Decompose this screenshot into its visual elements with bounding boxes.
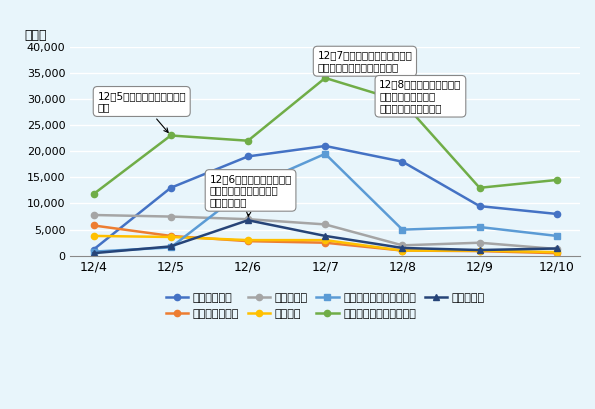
移民対策 <box>476 248 483 253</box>
Text: 12月6日、トランプ大統領
がエルサレムを首都と認
定すると発表: 12月6日、トランプ大統領 がエルサレムを首都と認 定すると発表 <box>209 174 292 216</box>
移民対策 <box>553 249 560 254</box>
カリフォルニア州山火事 <box>399 227 406 232</box>
ロシア疑惑 <box>322 222 329 227</box>
カリフォルニア州山火事 <box>476 225 483 229</box>
移民対策 <box>167 234 174 239</box>
米国第一主義 <box>553 211 560 216</box>
米国第一主義 <box>399 159 406 164</box>
ロシア疑惑 <box>476 240 483 245</box>
イスラエル <box>167 244 174 249</box>
ロシア疑惑 <box>90 213 97 218</box>
米国内経済政策 <box>476 249 483 254</box>
ロシア疑惑 <box>245 217 252 222</box>
米国第一主義 <box>476 204 483 209</box>
Line: セクシャルハラスメント: セクシャルハラスメント <box>90 75 560 197</box>
米国内経済政策 <box>245 239 252 244</box>
Line: 米国第一主義: 米国第一主義 <box>90 143 560 253</box>
イスラエル <box>399 245 406 250</box>
イスラエル <box>476 247 483 252</box>
米国第一主義 <box>245 154 252 159</box>
イスラエル <box>553 246 560 251</box>
カリフォルニア州山火事 <box>322 151 329 156</box>
移民対策 <box>90 234 97 238</box>
イスラエル <box>90 251 97 256</box>
米国内経済政策 <box>167 234 174 238</box>
カリフォルニア州山火事 <box>90 249 97 254</box>
Line: ロシア疑惑: ロシア疑惑 <box>90 212 560 252</box>
米国内経済政策 <box>399 248 406 253</box>
カリフォルニア州山火事 <box>167 245 174 250</box>
セクシャルハラスメント <box>399 99 406 104</box>
セクシャルハラスメント <box>322 76 329 81</box>
セクシャルハラスメント <box>167 133 174 138</box>
米国第一主義 <box>322 144 329 148</box>
Text: 12月7日、フランケン議員が数
週間以内に辞任の意向を表明: 12月7日、フランケン議員が数 週間以内に辞任の意向を表明 <box>318 50 412 72</box>
カリフォルニア州山火事 <box>553 234 560 238</box>
Line: カリフォルニア州山火事: カリフォルニア州山火事 <box>90 151 560 255</box>
米国内経済政策 <box>90 223 97 228</box>
米国第一主義 <box>90 247 97 252</box>
イスラエル <box>322 234 329 238</box>
Legend: 米国第一主義, 米国内経済政策, ロシア疑惑, 移民対策, カリフォルニア州山火事, セクシャルハラスメント, イスラエル: 米国第一主義, 米国内経済政策, ロシア疑惑, 移民対策, カリフォルニア州山火… <box>161 289 489 323</box>
移民対策 <box>322 238 329 243</box>
ロシア疑惑 <box>399 243 406 248</box>
Line: イスラエル: イスラエル <box>90 217 560 256</box>
米国内経済政策 <box>322 240 329 245</box>
米国第一主義 <box>167 185 174 190</box>
セクシャルハラスメント <box>90 192 97 197</box>
ロシア疑惑 <box>553 247 560 252</box>
カリフォルニア州山火事 <box>245 185 252 190</box>
Text: 12月5日、コニャーズ議員が
辞任: 12月5日、コニャーズ議員が 辞任 <box>98 91 186 133</box>
Text: （件）: （件） <box>24 29 47 43</box>
移民対策 <box>399 248 406 253</box>
Line: 米国内経済政策: 米国内経済政策 <box>90 222 560 256</box>
セクシャルハラスメント <box>553 178 560 182</box>
セクシャルハラスメント <box>476 185 483 190</box>
移民対策 <box>245 238 252 243</box>
米国内経済政策 <box>553 251 560 256</box>
セクシャルハラスメント <box>245 138 252 143</box>
Text: 12月8日、トランプ大統領
がムーア氏応援演説
フランクス議員が辞任: 12月8日、トランプ大統領 がムーア氏応援演説 フランクス議員が辞任 <box>379 80 462 113</box>
ロシア疑惑 <box>167 214 174 219</box>
Line: 移民対策: 移民対策 <box>90 233 560 255</box>
イスラエル <box>245 218 252 222</box>
